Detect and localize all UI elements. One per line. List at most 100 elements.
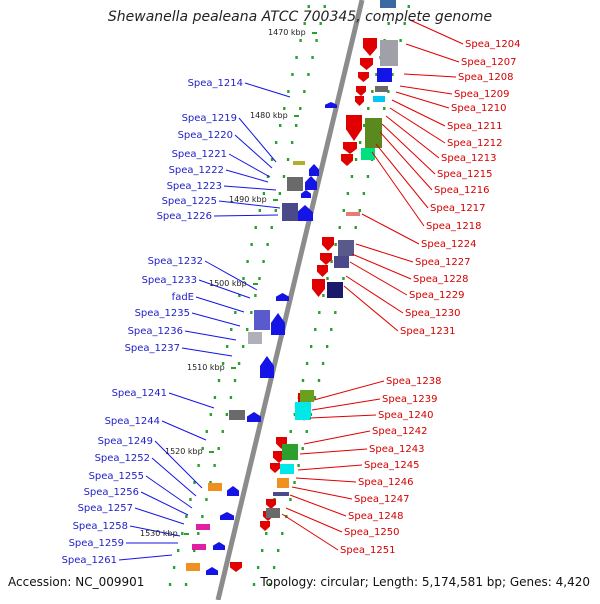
- track-tick: [323, 5, 326, 8]
- track-tick: [391, 73, 394, 76]
- track-tick: [184, 583, 188, 586]
- gene-leader: [361, 213, 420, 245]
- track-tick: [201, 447, 204, 450]
- gene-leader: [297, 464, 363, 471]
- track-tick: [250, 243, 253, 246]
- gene-leader: [295, 477, 357, 483]
- track-tick: [270, 226, 273, 229]
- track-tick: [295, 124, 298, 127]
- track-tick: [278, 192, 282, 195]
- gene-label-spea_1207: Spea_1207: [461, 57, 516, 68]
- track-tick: [279, 124, 282, 127]
- scale-tick: [312, 32, 317, 34]
- gene-arrow: [301, 190, 311, 198]
- gene-box-gray: [380, 40, 398, 66]
- scale-label-1500-kbp: 1500 kbp: [209, 279, 247, 288]
- gene-leader: [345, 275, 404, 314]
- gene-arrow: [317, 265, 328, 277]
- gene-label-spea_1241: Spea_1241: [112, 388, 167, 399]
- gene-box-slate: [334, 256, 349, 268]
- track-tick: [250, 311, 253, 314]
- gene-leader: [129, 525, 181, 537]
- track-tick: [334, 311, 337, 314]
- track-tick: [181, 532, 184, 535]
- gene-leader: [379, 131, 433, 191]
- track-tick: [290, 141, 294, 144]
- track-tick: [282, 175, 286, 178]
- gene-arrow: [312, 279, 325, 297]
- gene-label-spea_1223: Spea_1223: [167, 181, 222, 192]
- gene-leader: [313, 380, 385, 401]
- gene-label-spea_1248: Spea_1248: [348, 511, 403, 522]
- track-tick: [266, 175, 270, 178]
- track-tick: [266, 243, 269, 246]
- gene-leader: [371, 151, 425, 227]
- track-tick: [289, 430, 292, 433]
- gene-box-cyan: [280, 464, 294, 474]
- track-tick: [387, 90, 390, 93]
- gene-leader: [285, 507, 343, 533]
- track-tick: [322, 294, 325, 297]
- track-tick: [265, 532, 268, 535]
- gene-leader: [281, 513, 339, 551]
- gene-box-slate: [282, 203, 298, 221]
- scale-tick: [253, 283, 258, 285]
- track-tick: [330, 328, 333, 331]
- gene-leader: [303, 430, 371, 445]
- track-tick: [277, 549, 280, 552]
- gene-arrow: [260, 521, 270, 531]
- track-tick: [407, 5, 410, 8]
- track-tick: [301, 447, 304, 450]
- gene-leader: [399, 85, 453, 95]
- track-tick: [307, 5, 310, 8]
- track-tick: [193, 481, 196, 484]
- track-tick: [254, 226, 257, 229]
- gene-label-spea_1261: Spea_1261: [62, 555, 117, 566]
- track-tick: [358, 209, 361, 212]
- gene-leader: [238, 117, 277, 163]
- track-tick: [262, 260, 265, 263]
- track-tick: [358, 141, 362, 144]
- track-tick: [338, 226, 341, 229]
- track-tick: [375, 73, 378, 76]
- track-tick: [221, 362, 225, 365]
- gene-leader: [403, 73, 457, 78]
- gene-leader: [223, 185, 277, 191]
- track-tick: [221, 430, 224, 433]
- gene-arrow: [206, 567, 218, 575]
- track-tick: [305, 430, 308, 433]
- track-tick: [238, 294, 241, 297]
- track-tick: [281, 532, 284, 535]
- track-tick: [274, 209, 277, 212]
- gene-leader: [204, 260, 258, 291]
- gene-arrow: [322, 237, 334, 251]
- gene-leader: [309, 414, 377, 419]
- gene-box-orange: [277, 478, 289, 488]
- track-tick: [217, 379, 221, 382]
- gene-leader: [395, 91, 450, 109]
- track-tick: [197, 464, 200, 467]
- track-tick: [197, 532, 200, 535]
- gene-leader: [191, 312, 241, 327]
- gene-leader: [351, 253, 412, 280]
- gene-label-spea_1242: Spea_1242: [372, 426, 427, 437]
- gene-label-spea_1232: Spea_1232: [148, 256, 203, 267]
- gene-label-spea_1213: Spea_1213: [441, 153, 496, 164]
- track-tick: [254, 294, 257, 297]
- gene-leader: [375, 143, 429, 209]
- gene-leader: [391, 99, 446, 127]
- track-tick: [301, 379, 305, 382]
- track-tick: [293, 413, 297, 416]
- track-tick: [274, 141, 278, 144]
- gene-box-green: [361, 148, 375, 160]
- track-tick: [209, 413, 213, 416]
- gene-label-spea_1251: Spea_1251: [340, 545, 395, 556]
- gene-arrow: [346, 115, 362, 141]
- gene-label-spea_1226: Spea_1226: [157, 211, 212, 222]
- gene-leader: [218, 200, 281, 209]
- gene-arrow: [356, 86, 366, 96]
- gene-label-spea_1230: Spea_1230: [405, 308, 460, 319]
- gene-box-magenta: [196, 524, 210, 530]
- track-tick: [289, 498, 292, 501]
- gene-label-spea_1249: Spea_1249: [98, 436, 153, 447]
